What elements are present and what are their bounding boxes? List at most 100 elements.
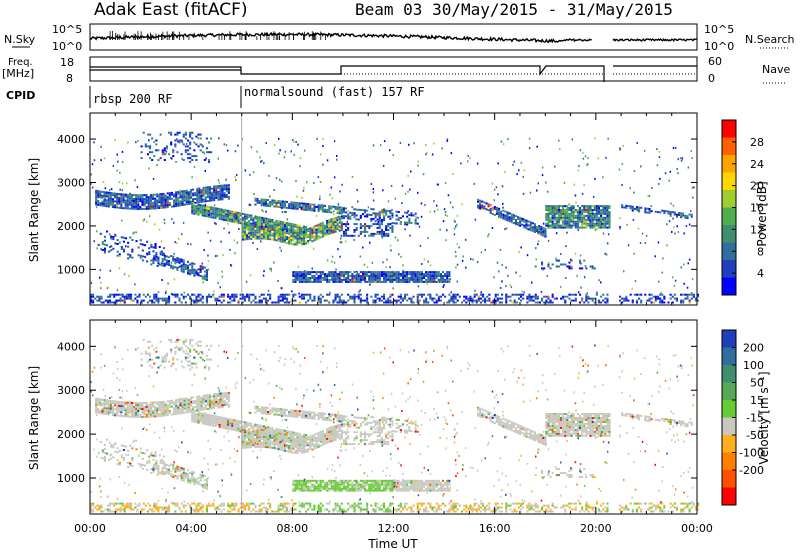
power-cell (555, 207, 558, 209)
velocity-cell (103, 408, 106, 411)
power-cell (214, 299, 217, 302)
velocity-cell (125, 445, 128, 448)
power-cell (323, 204, 326, 207)
power-cell (376, 278, 379, 281)
power-cell (271, 226, 274, 229)
power-cell (429, 275, 432, 277)
power-cell (418, 293, 421, 296)
power-cell (199, 133, 202, 136)
power-cell (95, 189, 98, 192)
power-cell (404, 295, 407, 298)
power-cell (248, 220, 251, 223)
power-cell (383, 219, 386, 222)
power-cell (283, 241, 286, 244)
power-cell (600, 224, 603, 227)
power-cell (172, 255, 175, 258)
power-cell (467, 160, 469, 163)
power-cell (199, 143, 202, 146)
velocity-cell (198, 409, 201, 412)
power-cell (187, 145, 190, 148)
power-cell (638, 210, 641, 213)
power-cell (461, 203, 463, 206)
velocity-cell (97, 403, 100, 406)
power-cell (454, 293, 457, 296)
velocity-cell (170, 401, 173, 404)
power-cell (193, 206, 196, 209)
power-cell (555, 216, 558, 219)
power-cell (146, 240, 149, 243)
velocity-cell (220, 424, 223, 427)
power-cell (264, 299, 267, 302)
power-cell (583, 218, 586, 221)
power-cell (566, 220, 569, 223)
power-cell (659, 177, 661, 180)
power-cell (120, 197, 123, 200)
power-cell (165, 297, 168, 300)
power-cell (256, 217, 259, 220)
power-cell (302, 229, 305, 232)
power-cell (591, 205, 594, 208)
power-cell (197, 273, 199, 276)
velocity-cell (166, 408, 169, 411)
power-cell (201, 275, 204, 278)
nsky-tick-low: 10^0 (52, 40, 82, 53)
power-cell (602, 216, 605, 219)
power-cell (294, 275, 297, 277)
velocity-cell (196, 399, 199, 402)
velocity-cell (189, 402, 192, 405)
power-cell (374, 273, 377, 276)
power-cell (163, 218, 166, 221)
velocity-cell (122, 445, 125, 448)
power-cell (658, 150, 660, 153)
power-cell (271, 301, 274, 304)
velocity-cell (170, 413, 173, 416)
power-cell (410, 212, 413, 215)
power-cell (497, 162, 499, 165)
power-cell (177, 202, 180, 205)
velocity-cell (267, 426, 270, 429)
velocity-cell (158, 403, 161, 406)
power-cell (527, 228, 530, 231)
power-cell (243, 213, 246, 216)
power-cell (182, 271, 185, 273)
power-cell (351, 214, 354, 216)
power-cell (502, 202, 504, 205)
power-cell (149, 194, 152, 196)
power-cell (157, 149, 160, 152)
power-cell (204, 190, 207, 193)
power-cell (180, 268, 183, 271)
velocity-cell (97, 411, 100, 414)
power-cell (587, 218, 590, 221)
power-cell (353, 234, 356, 237)
power-cell (168, 192, 171, 195)
power-cell (361, 271, 364, 274)
power-cell (168, 295, 171, 298)
velocity-cell (156, 409, 159, 412)
power-cell (420, 277, 423, 279)
velocity-cell (195, 417, 198, 420)
power-cell (224, 209, 227, 212)
power-cell (334, 297, 337, 300)
velocity-cell (271, 427, 274, 430)
power-cell (512, 218, 515, 221)
power-cell (376, 273, 379, 276)
power-cell (393, 276, 396, 279)
velocity-cell (201, 414, 204, 417)
power-cell (565, 245, 567, 248)
power-cell (414, 278, 417, 281)
power-cell (349, 271, 352, 274)
power-cell (623, 297, 626, 300)
power-cell (340, 301, 343, 304)
power-cell (585, 299, 588, 302)
power-cell (376, 271, 379, 274)
freq-panel (89, 56, 698, 82)
power-cell (423, 258, 426, 261)
power-cell (335, 268, 337, 271)
power-cell (477, 198, 480, 201)
power-cell (309, 209, 312, 212)
power-cell (333, 210, 335, 213)
power-cell (374, 214, 377, 217)
power-cell (307, 277, 310, 279)
power-cell (488, 297, 491, 300)
power-cell (206, 188, 209, 191)
